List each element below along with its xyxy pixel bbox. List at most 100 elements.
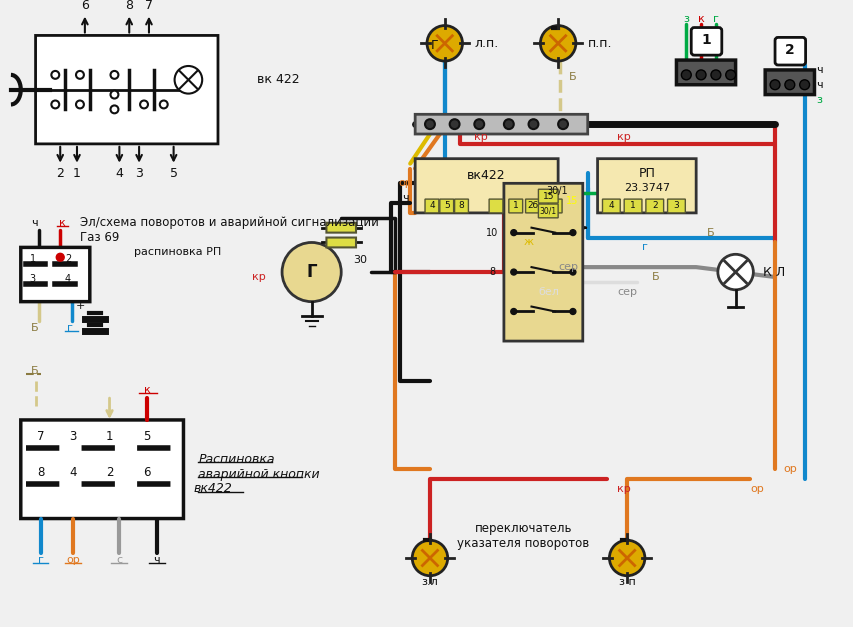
Text: г: г — [67, 324, 73, 334]
Circle shape — [281, 243, 341, 302]
Text: 6: 6 — [143, 466, 151, 478]
Text: 2: 2 — [65, 254, 71, 264]
FancyBboxPatch shape — [326, 223, 356, 233]
Text: кр: кр — [473, 132, 488, 142]
Text: 8: 8 — [37, 466, 44, 478]
Text: 2: 2 — [784, 43, 794, 57]
Circle shape — [110, 71, 119, 79]
Text: 7: 7 — [37, 430, 44, 443]
Circle shape — [725, 70, 734, 80]
FancyBboxPatch shape — [537, 189, 558, 203]
Text: ч: ч — [815, 80, 821, 90]
Text: з: з — [815, 95, 821, 105]
Circle shape — [110, 91, 119, 98]
Text: 15: 15 — [565, 196, 577, 206]
Circle shape — [503, 119, 514, 129]
Circle shape — [412, 540, 447, 576]
Text: ор: ор — [398, 178, 412, 188]
Text: п.п.: п.п. — [587, 37, 612, 50]
Text: 5: 5 — [170, 167, 177, 180]
FancyBboxPatch shape — [36, 36, 218, 144]
Text: 23.3747: 23.3747 — [623, 183, 669, 193]
Text: ч: ч — [32, 218, 38, 228]
Text: 4: 4 — [608, 201, 613, 211]
FancyBboxPatch shape — [20, 420, 183, 519]
Text: 7: 7 — [145, 0, 153, 13]
Text: 4: 4 — [428, 201, 434, 211]
Circle shape — [681, 70, 690, 80]
Text: Г: Г — [431, 39, 438, 52]
Circle shape — [609, 540, 644, 576]
Text: 2: 2 — [56, 167, 64, 180]
FancyBboxPatch shape — [676, 60, 734, 85]
Text: ор: ор — [750, 484, 763, 494]
Text: 3: 3 — [135, 167, 142, 180]
FancyBboxPatch shape — [525, 199, 539, 213]
Text: вк422: вк422 — [467, 169, 505, 182]
Text: к: к — [143, 386, 150, 396]
Circle shape — [798, 80, 809, 90]
Text: 30: 30 — [352, 255, 367, 265]
Text: 3: 3 — [30, 274, 36, 284]
Text: указателя поворотов: указателя поворотов — [457, 537, 589, 550]
Circle shape — [695, 70, 705, 80]
Circle shape — [717, 255, 752, 290]
Text: г: г — [641, 243, 647, 253]
Text: кр: кр — [617, 484, 630, 494]
Text: 2б: 2б — [526, 201, 537, 211]
Circle shape — [76, 100, 84, 108]
Text: Б: Б — [31, 366, 38, 376]
Circle shape — [569, 229, 575, 236]
Text: ч: ч — [154, 555, 160, 565]
Circle shape — [110, 105, 119, 113]
FancyBboxPatch shape — [537, 204, 558, 218]
Text: 8: 8 — [489, 267, 495, 277]
Circle shape — [569, 269, 575, 275]
Text: 3: 3 — [69, 430, 77, 443]
FancyBboxPatch shape — [764, 70, 814, 95]
Circle shape — [140, 100, 148, 108]
FancyBboxPatch shape — [645, 199, 663, 213]
FancyBboxPatch shape — [439, 199, 453, 213]
Text: ж: ж — [523, 238, 533, 248]
Text: Б: Б — [568, 72, 576, 82]
Text: переключатель: переключатель — [474, 522, 572, 535]
Circle shape — [426, 26, 462, 61]
Text: 6: 6 — [81, 0, 89, 13]
Text: 1: 1 — [513, 201, 518, 211]
Text: вк 422: вк 422 — [257, 73, 299, 87]
Text: 3: 3 — [673, 201, 678, 211]
Circle shape — [510, 229, 516, 236]
Text: 1: 1 — [700, 33, 710, 48]
Text: Распиновка: Распиновка — [198, 453, 275, 466]
Circle shape — [510, 269, 516, 275]
Text: 4: 4 — [69, 466, 77, 478]
Circle shape — [56, 253, 64, 261]
Text: ч: ч — [402, 193, 408, 203]
FancyBboxPatch shape — [508, 199, 522, 213]
Text: 8: 8 — [458, 201, 464, 211]
Circle shape — [528, 119, 537, 129]
FancyBboxPatch shape — [489, 199, 502, 213]
Text: Б: Б — [31, 324, 38, 334]
Text: бел: бел — [537, 287, 559, 297]
Text: 8: 8 — [125, 0, 133, 13]
FancyBboxPatch shape — [20, 248, 90, 302]
FancyBboxPatch shape — [454, 199, 467, 213]
Text: +: + — [76, 300, 85, 310]
FancyBboxPatch shape — [602, 199, 619, 213]
Text: к: к — [59, 218, 66, 228]
Text: 1: 1 — [73, 167, 81, 180]
Circle shape — [450, 119, 459, 129]
Text: сер: сер — [558, 262, 577, 272]
FancyBboxPatch shape — [597, 159, 695, 213]
Circle shape — [160, 100, 167, 108]
Text: 15: 15 — [542, 192, 554, 201]
Circle shape — [51, 100, 59, 108]
Text: 1: 1 — [30, 254, 36, 264]
Circle shape — [540, 26, 575, 61]
Text: 1: 1 — [630, 201, 635, 211]
Text: 10: 10 — [485, 228, 497, 238]
Circle shape — [510, 308, 516, 315]
Text: 5: 5 — [143, 430, 150, 443]
